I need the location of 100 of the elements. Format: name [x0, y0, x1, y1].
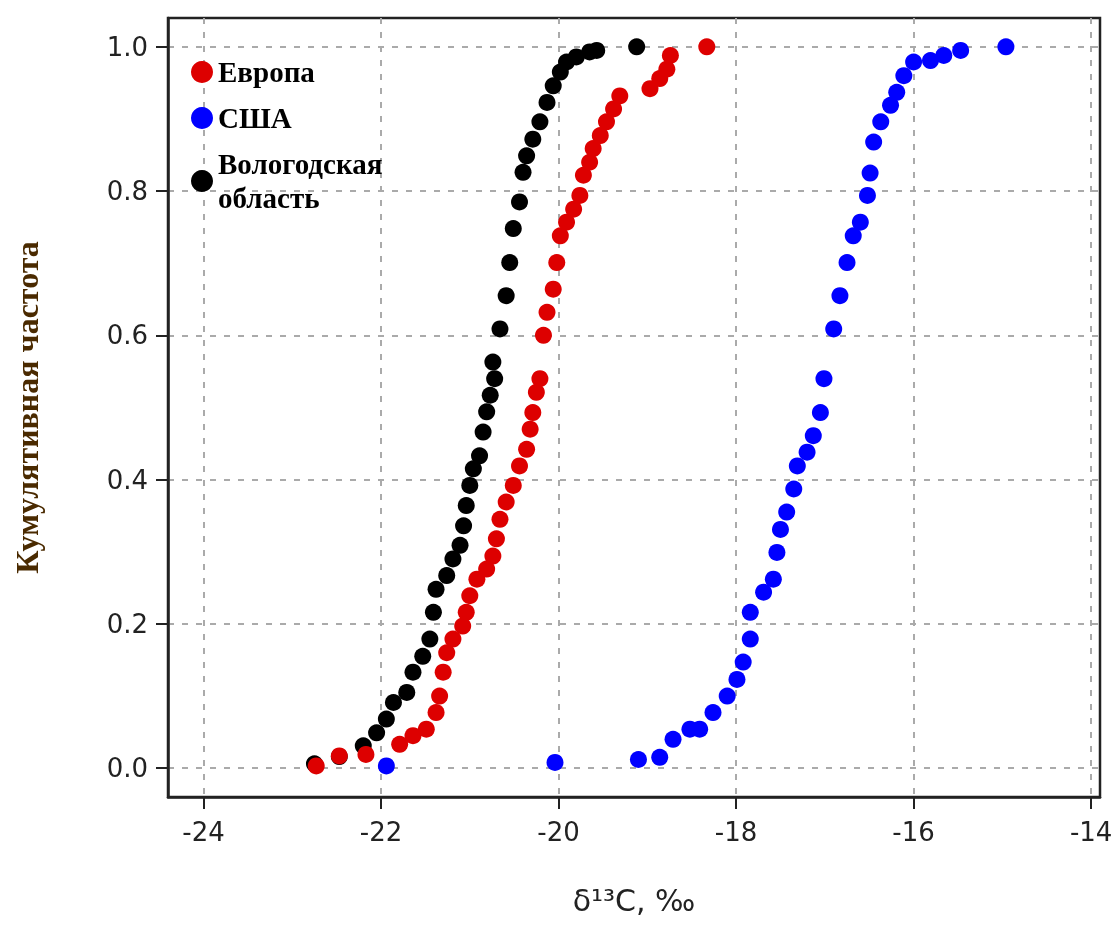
x-tick-label: -16 — [892, 817, 935, 847]
point — [474, 423, 492, 441]
point — [518, 440, 536, 458]
point — [788, 457, 806, 475]
point — [531, 370, 549, 388]
point — [764, 570, 782, 588]
point — [628, 38, 646, 56]
point — [527, 383, 545, 401]
point — [421, 630, 439, 648]
point — [888, 83, 906, 101]
y-tick-label: 0.0 — [106, 753, 148, 784]
point — [798, 443, 816, 461]
x-tick-label: -14 — [1069, 817, 1113, 847]
point — [838, 254, 856, 272]
point — [811, 404, 829, 422]
point — [487, 530, 505, 548]
point — [565, 200, 583, 218]
point — [741, 603, 759, 621]
point — [825, 320, 843, 338]
point — [661, 47, 679, 64]
point — [571, 186, 589, 204]
point — [471, 447, 489, 465]
point — [377, 710, 395, 728]
point — [457, 603, 475, 621]
point — [497, 493, 515, 511]
point — [658, 60, 676, 78]
point — [598, 113, 615, 131]
y-tick-label: 0.4 — [106, 464, 148, 495]
point — [427, 580, 445, 598]
point — [544, 77, 562, 95]
point — [524, 404, 542, 422]
point — [357, 745, 375, 763]
point — [427, 704, 445, 722]
point — [718, 687, 736, 705]
point — [591, 127, 609, 145]
point — [461, 476, 479, 494]
point — [895, 67, 913, 85]
x-tick-label: -20 — [537, 817, 580, 847]
point — [641, 80, 659, 98]
point — [768, 543, 786, 561]
point — [491, 320, 509, 338]
point — [444, 550, 462, 568]
point — [455, 517, 473, 535]
point — [872, 113, 890, 131]
point — [478, 403, 496, 421]
y-tick-label: 0.8 — [106, 176, 148, 207]
point — [511, 457, 528, 475]
legend-label: Вологодская область — [218, 148, 383, 214]
point — [484, 547, 502, 565]
point — [414, 647, 432, 665]
point — [952, 41, 970, 59]
point — [629, 751, 647, 768]
x-tick-label: -24 — [182, 817, 225, 847]
point — [734, 653, 752, 671]
point — [504, 220, 522, 238]
point — [567, 48, 585, 66]
x-axis-title: δ¹³C, ‰ — [572, 882, 696, 918]
point — [438, 644, 456, 662]
point — [664, 730, 682, 748]
point — [921, 52, 939, 70]
point — [851, 213, 869, 231]
point — [741, 630, 759, 648]
point — [755, 583, 773, 601]
point — [815, 370, 833, 388]
point — [728, 670, 746, 688]
point — [384, 694, 402, 712]
point — [484, 353, 502, 371]
point — [882, 96, 900, 114]
point — [584, 140, 602, 158]
point — [468, 570, 486, 588]
point — [574, 166, 592, 184]
point — [785, 480, 803, 498]
point — [454, 617, 472, 635]
point — [486, 370, 504, 388]
point — [804, 427, 822, 445]
point — [844, 227, 862, 245]
point — [581, 153, 599, 171]
point — [391, 735, 409, 753]
point — [478, 560, 496, 578]
point — [504, 476, 522, 494]
point — [865, 133, 883, 151]
x-tick-label: -22 — [359, 817, 403, 847]
point — [464, 460, 482, 478]
point — [861, 164, 879, 182]
point — [491, 510, 509, 528]
point — [905, 53, 923, 71]
point — [698, 38, 716, 56]
point — [438, 567, 456, 585]
point — [704, 704, 722, 722]
point — [368, 724, 386, 742]
point — [534, 326, 552, 344]
point — [997, 38, 1015, 56]
legend-label: США — [218, 102, 292, 134]
point — [457, 497, 475, 515]
point — [404, 663, 422, 681]
point — [424, 603, 442, 621]
point — [518, 147, 536, 165]
point — [481, 386, 499, 404]
y-tick-label: 1.0 — [106, 31, 148, 62]
y-tick-label: 0.6 — [106, 320, 148, 351]
